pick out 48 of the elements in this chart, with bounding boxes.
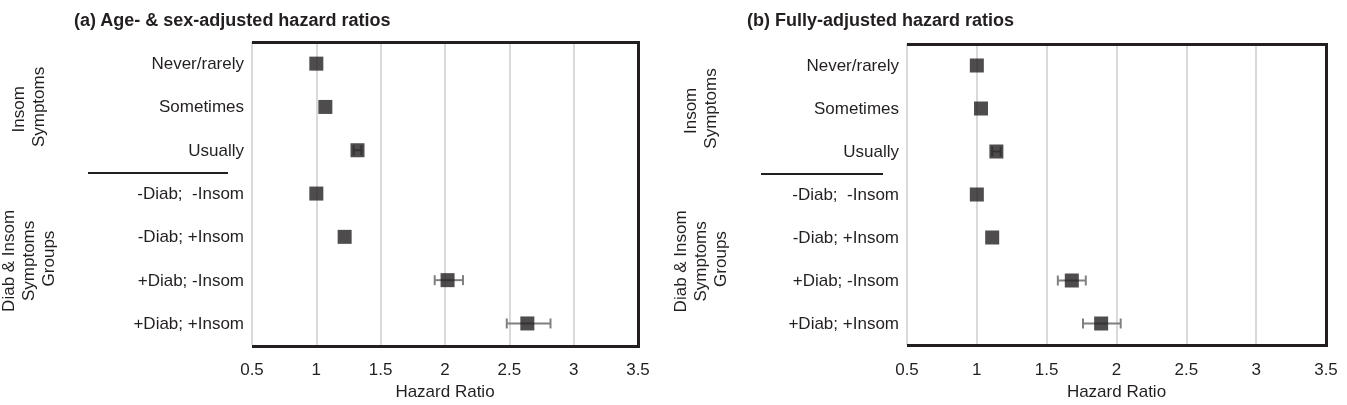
text: Insom Symptoms xyxy=(680,68,720,149)
x-tick-label: 3.5 xyxy=(1314,360,1338,379)
x-tick-label: 2 xyxy=(1111,360,1122,379)
y-tick-label: Usually xyxy=(843,142,900,161)
x-axis-title: Hazard Ratio xyxy=(395,382,495,401)
x-tick-label: 0.5 xyxy=(895,360,919,379)
y-tick-label: Usually xyxy=(188,140,245,160)
text: Insom Symptoms xyxy=(8,66,48,148)
x-tick-label: 0.5 xyxy=(240,360,264,380)
chart-title: (b) Fully-adjusted hazard ratios xyxy=(747,10,1015,30)
x-axis-title: Hazard Ratio xyxy=(1066,381,1167,401)
y-tick-label: Sometimes xyxy=(813,99,899,118)
point xyxy=(1094,316,1109,331)
point xyxy=(974,101,989,116)
x-tick-label: 2 xyxy=(440,360,450,380)
y-tick-label: -Diab; +Insom xyxy=(792,228,899,247)
y-tick-label: +Diab; +Insom xyxy=(133,313,244,333)
x-tick-label: 1.5 xyxy=(1034,360,1059,379)
point xyxy=(309,56,324,71)
x-tick-label: 1 xyxy=(972,360,982,379)
point xyxy=(520,316,535,331)
x-tick-label: 1.5 xyxy=(368,360,393,380)
y-tick-label: -Diab; +Insom xyxy=(137,227,244,247)
text: Diab & Insom Symptoms Groups xyxy=(670,205,730,313)
x-tick-label: 3.5 xyxy=(626,360,650,380)
point xyxy=(969,187,984,202)
y-tick-label: +Diab; +Insom xyxy=(788,314,899,333)
y-tick-label: Sometimes xyxy=(158,97,244,117)
x-tick-label: 3 xyxy=(1251,360,1261,379)
point xyxy=(969,58,984,73)
point xyxy=(318,99,333,114)
text: Diab & Insom Symptoms Groups xyxy=(0,205,58,312)
point xyxy=(440,273,455,288)
x-tick-label: 2.5 xyxy=(1174,360,1199,379)
point xyxy=(309,186,324,201)
x-tick-label: 2.5 xyxy=(497,360,522,380)
point xyxy=(1064,273,1079,288)
chart-title: (a) Age- & sex-adjusted hazard ratios xyxy=(74,10,391,30)
y-tick-label: -Diab; -Insom xyxy=(792,185,899,204)
y-tick-label: Never/rarely xyxy=(806,56,900,75)
x-tick-label: 3 xyxy=(568,360,579,380)
x-tick-label: 1 xyxy=(311,360,322,380)
point xyxy=(985,230,1000,245)
y-tick-label: +Diab; -Insom xyxy=(137,270,244,290)
y-tick-label: +Diab; -Insom xyxy=(792,271,899,290)
y-tick-label: Never/rarely xyxy=(151,54,245,74)
y-tick-label: -Diab; -Insom xyxy=(137,184,244,204)
point xyxy=(337,229,352,244)
